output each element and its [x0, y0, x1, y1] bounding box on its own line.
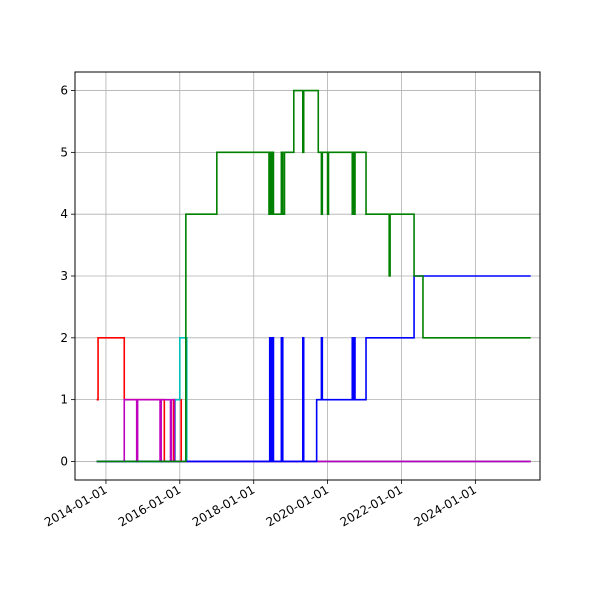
y-tick-label: 1: [60, 393, 68, 407]
y-tick-label: 0: [60, 454, 68, 468]
series-line: [96, 337, 531, 463]
grid: [75, 72, 540, 480]
series-line: [96, 89, 531, 463]
y-tick-label: 5: [60, 145, 68, 159]
y-tick-label: 2: [60, 331, 68, 345]
series-group: [96, 89, 531, 463]
series-line: [96, 275, 531, 463]
y-tick-label: 3: [60, 269, 68, 283]
y-tick-label: 6: [60, 84, 68, 98]
y-tick-label: 4: [60, 207, 68, 221]
